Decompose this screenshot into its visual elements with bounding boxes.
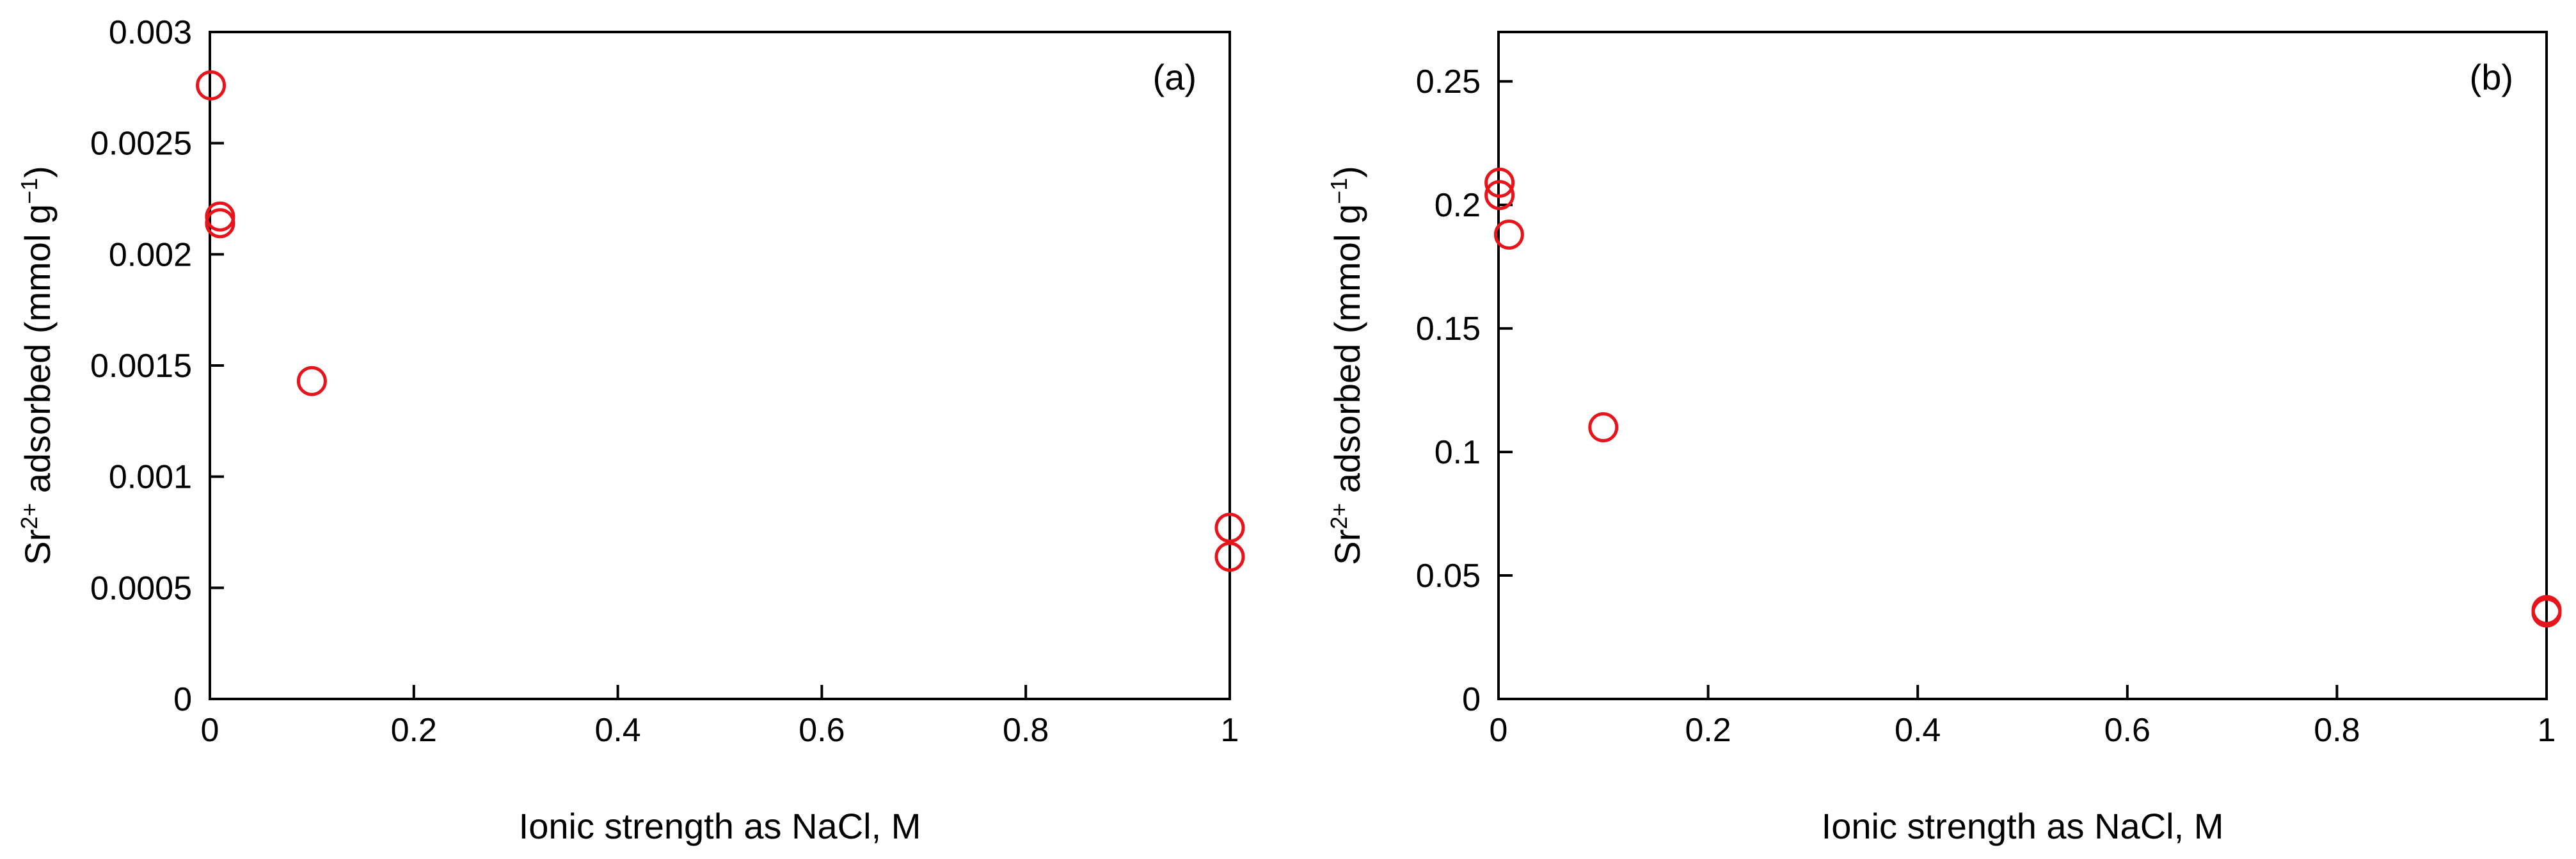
panel-a-plot-frame xyxy=(209,31,1231,700)
panel-a-x-tick-label: 0.4 xyxy=(594,712,640,749)
panel-b-x-tick-label: 0.8 xyxy=(2314,712,2360,749)
panel-b-y-tick-label: 0.25 xyxy=(1416,63,1481,100)
panel-a-x-tick-label: 1 xyxy=(1221,712,1239,749)
panel-a-y-tick-label: 0.0005 xyxy=(90,570,192,607)
panel-b-y-tick-label: 0.05 xyxy=(1416,558,1481,595)
panel-b-y-tick-label: 0 xyxy=(1462,681,1481,718)
panel-a-x-tick-label: 0 xyxy=(201,712,219,749)
panel-b-panel-label: (b) xyxy=(2470,57,2513,97)
panel-a-data-point xyxy=(1214,513,1245,543)
panel-a-panel-label: (a) xyxy=(1153,57,1197,97)
panel-a-y-tick-label: 0 xyxy=(173,681,192,718)
panel-b-x-tick-label: 0.4 xyxy=(1895,712,1941,749)
panel-b-plot-frame xyxy=(1497,31,2548,700)
panel-b-y-tick-label: 0.15 xyxy=(1416,310,1481,348)
panel-a-y-tick-label: 0.0015 xyxy=(90,348,192,385)
panel-b-x-tick-label: 0.2 xyxy=(1685,712,1731,749)
panel-a-y-axis-label: Sr2+ adsorbed (mmol g−1) xyxy=(16,166,58,565)
panel-b-data-point xyxy=(1493,219,1524,250)
panel-b-data-point xyxy=(1484,180,1515,211)
panel-b-data-point xyxy=(1588,412,1619,442)
panel-b-x-tick-label: 0 xyxy=(1490,712,1508,749)
panel-a-x-tick-label: 0.2 xyxy=(391,712,437,749)
panel-a: 0 0.2 0.4 0.6 0.8 1 0 0.0005 0.001 0.0015 0.002 0.0… xyxy=(16,14,1245,846)
panel-a-y-tick-label: 0.0025 xyxy=(90,125,192,163)
panel-b: 0 0.2 0.4 0.6 0.8 1 0 0.05 0.1 0.15 0.2 0.25 Ionic s… xyxy=(1326,31,2562,846)
panel-a-y-tick-label: 0.001 xyxy=(109,459,192,496)
panel-b-y-tick-label: 0.2 xyxy=(1435,187,1481,224)
panel-b-y-axis-label: Sr2+ adsorbed (mmol g−1) xyxy=(1326,166,1368,565)
panel-a-data-point xyxy=(1214,542,1245,572)
panel-b-x-axis-label: Ionic strength as NaCl, M xyxy=(1822,806,2224,846)
panel-b-y-tick-label: 0.1 xyxy=(1435,434,1481,471)
panel-b-data-point xyxy=(1484,167,1515,198)
panel-a-y-tick-label: 0.002 xyxy=(109,236,192,273)
panel-b-x-tick-label: 1 xyxy=(2538,712,2556,749)
panel-a-x-tick-label: 0.8 xyxy=(1003,712,1049,749)
panel-a-data-point xyxy=(296,365,327,396)
panel-a-x-axis-label: Ionic strength as NaCl, M xyxy=(519,806,921,846)
panel-b-data-point xyxy=(2531,597,2562,628)
panel-a-data-point xyxy=(196,70,227,100)
panel-a-y-tick-label: 0.003 xyxy=(109,14,192,51)
panel-a-data-point xyxy=(205,208,235,239)
panel-b-x-tick-label: 0.6 xyxy=(2104,712,2151,749)
panel-a-x-tick-label: 0.6 xyxy=(799,712,845,749)
